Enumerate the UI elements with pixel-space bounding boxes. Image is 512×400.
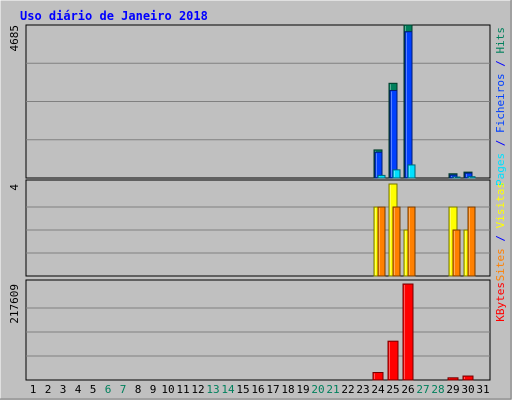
legend-item-sites: Sites bbox=[494, 248, 507, 281]
y-max-label: 4685 bbox=[8, 25, 21, 52]
day-label-26: 26 bbox=[401, 383, 414, 396]
legend-separator: / bbox=[494, 54, 507, 74]
day-axis: 1 2 3 4 5 6 7 8 9 10 11 12 13 14 15 16 17 18 19 20 21 22 23 24 2… bbox=[30, 383, 490, 396]
day-label-19: 19 bbox=[296, 383, 309, 396]
bar-pages-day-25 bbox=[392, 169, 401, 179]
bar-sites-day-29 bbox=[452, 229, 461, 277]
day-label-30: 30 bbox=[461, 383, 474, 396]
legend-item-visitas: Visitas bbox=[494, 182, 507, 228]
panel-visits-sites: 4 Sites / Visitas bbox=[8, 179, 507, 281]
bar-pages-day-29 bbox=[452, 176, 461, 179]
bar-kbytes-day-25 bbox=[387, 340, 399, 381]
legend-text: KBytes bbox=[494, 282, 507, 322]
bar-kbytes-day-26 bbox=[402, 283, 414, 381]
day-label-1: 1 bbox=[30, 383, 37, 396]
plot-area bbox=[25, 279, 491, 381]
day-label-12: 12 bbox=[191, 383, 204, 396]
legend-item-ficheiros: Ficheiros bbox=[494, 73, 507, 133]
legend: Sites / Visitas bbox=[494, 182, 507, 281]
bar-sites-day-30 bbox=[467, 206, 476, 277]
day-label-2: 2 bbox=[45, 383, 52, 396]
bar-kbytes-day-29 bbox=[447, 377, 459, 381]
day-label-8: 8 bbox=[135, 383, 142, 396]
panel-hits-files-pages: 4685 Pages / Ficheiros / Hits bbox=[8, 24, 507, 186]
day-label-13: 13 bbox=[206, 383, 219, 396]
day-label-16: 16 bbox=[251, 383, 264, 396]
legend-separator: / bbox=[494, 228, 507, 248]
bar-pages-day-30 bbox=[467, 176, 476, 179]
bar-pages-day-24 bbox=[377, 174, 386, 179]
day-label-31: 31 bbox=[476, 383, 489, 396]
legend-item-hits: Hits bbox=[494, 27, 507, 54]
day-label-24: 24 bbox=[371, 383, 385, 396]
day-label-14: 14 bbox=[221, 383, 235, 396]
bar-sites-day-25 bbox=[392, 206, 401, 277]
day-label-7: 7 bbox=[120, 383, 127, 396]
day-label-28: 28 bbox=[431, 383, 444, 396]
legend-separator: / bbox=[494, 133, 507, 153]
day-label-6: 6 bbox=[105, 383, 112, 396]
day-label-3: 3 bbox=[60, 383, 67, 396]
legend: Pages / Ficheiros / Hits bbox=[494, 27, 507, 186]
chart-title: Uso diário de Janeiro 2018 bbox=[20, 9, 208, 23]
bar-sites-day-24 bbox=[377, 206, 386, 277]
y-max-label: 4 bbox=[8, 184, 21, 191]
panel-kbytes: 217609 KBytes bbox=[8, 279, 507, 381]
day-label-9: 9 bbox=[150, 383, 157, 396]
plot-area bbox=[25, 179, 491, 277]
day-label-5: 5 bbox=[90, 383, 97, 396]
day-label-27: 27 bbox=[416, 383, 429, 396]
day-label-21: 21 bbox=[326, 383, 339, 396]
bar-sites-day-26 bbox=[407, 206, 416, 277]
legend: KBytes bbox=[494, 282, 507, 322]
day-label-17: 17 bbox=[266, 383, 279, 396]
legend-item-pages: Pages bbox=[494, 153, 507, 186]
legend-item-kbytes: KBytes bbox=[494, 282, 507, 322]
panels-group: 4685 Pages / Ficheiros / Hits 4 Sites / Vis… bbox=[8, 24, 507, 381]
day-label-25: 25 bbox=[386, 383, 399, 396]
legend-text: Sites / Visitas bbox=[494, 182, 507, 281]
day-label-10: 10 bbox=[161, 383, 174, 396]
day-label-23: 23 bbox=[356, 383, 369, 396]
legend-text: Pages / Ficheiros / Hits bbox=[494, 27, 507, 186]
day-label-20: 20 bbox=[311, 383, 324, 396]
day-label-18: 18 bbox=[281, 383, 294, 396]
day-label-11: 11 bbox=[176, 383, 189, 396]
bar-kbytes-day-30 bbox=[462, 375, 474, 381]
bar-kbytes-day-24 bbox=[372, 372, 384, 381]
y-max-label: 217609 bbox=[8, 284, 21, 324]
day-label-22: 22 bbox=[341, 383, 354, 396]
bar-pages-day-26 bbox=[407, 164, 416, 179]
day-label-4: 4 bbox=[75, 383, 82, 396]
day-label-29: 29 bbox=[446, 383, 459, 396]
day-label-15: 15 bbox=[236, 383, 249, 396]
